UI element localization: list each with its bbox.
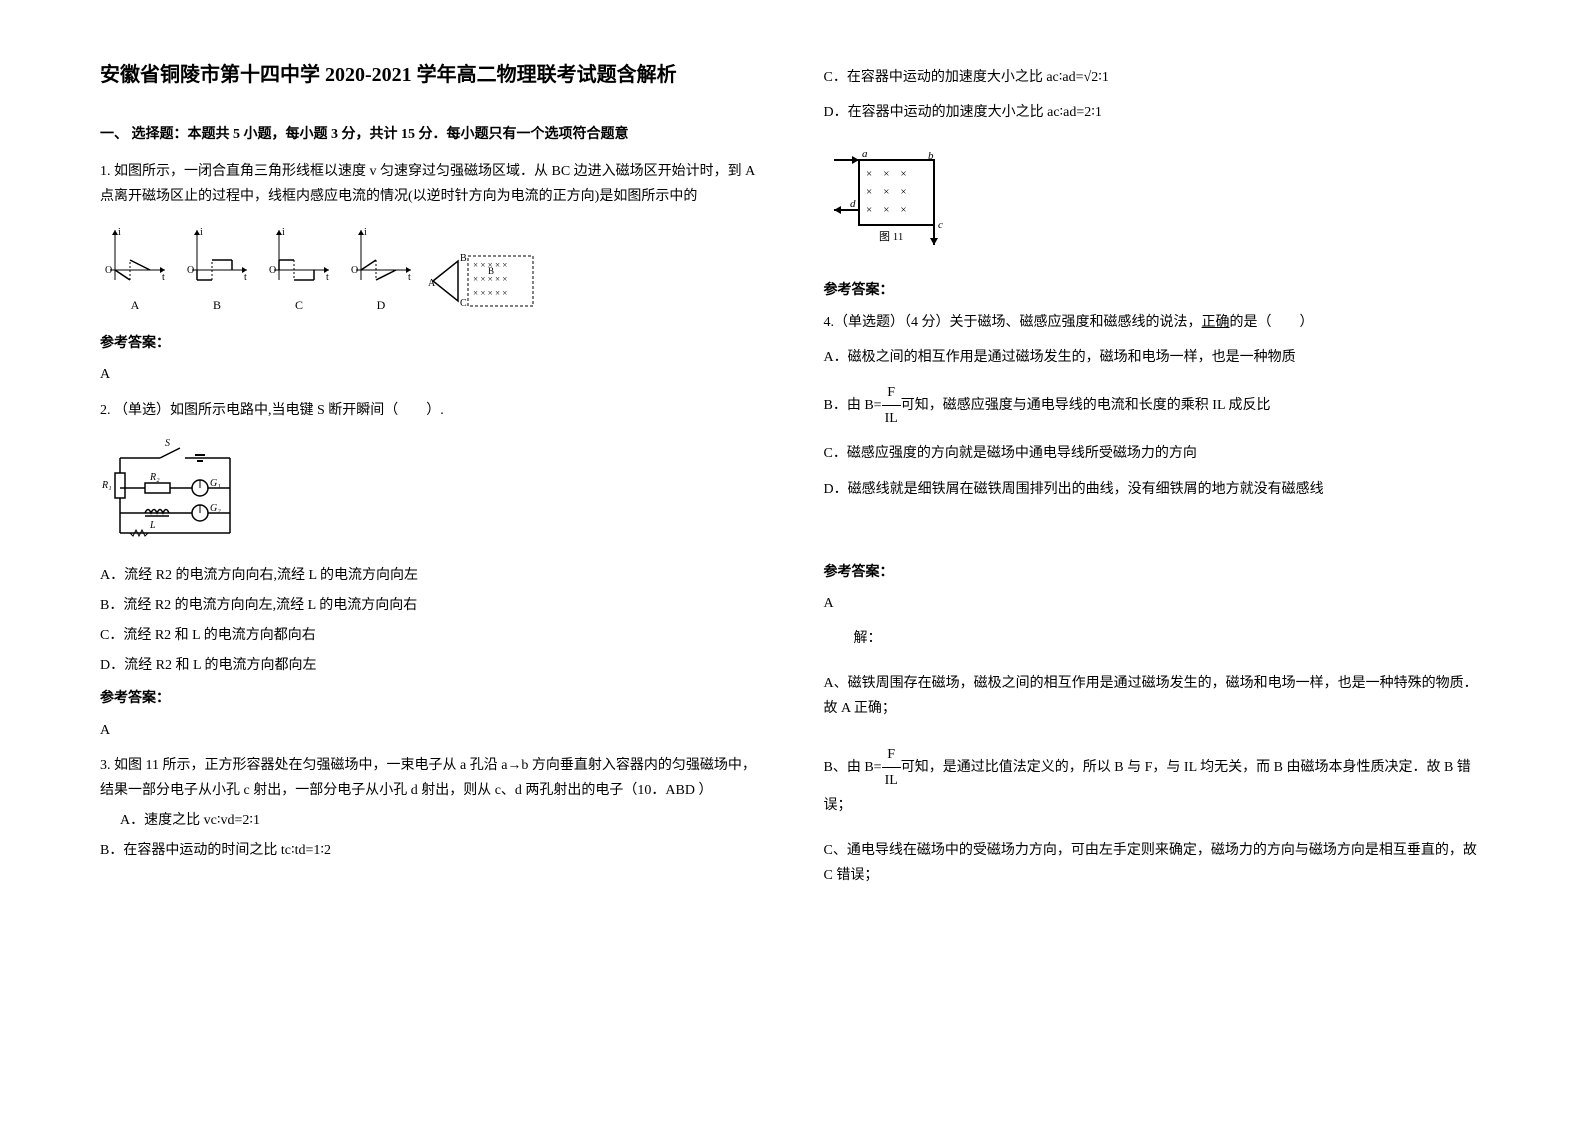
q3-figure: × × × × × × × × × a b d c 图 11 bbox=[824, 145, 1488, 255]
q1-text: 1. 如图所示，一闭合直角三角形线框以速度 v 匀速穿过匀强磁场区域．从 BC … bbox=[100, 159, 764, 209]
svg-text:R₂: R₂ bbox=[149, 472, 160, 483]
svg-text:C: C bbox=[460, 298, 467, 309]
q2-text: 2. （单选）如图所示电路中,当电键 S 断开瞬间（ ）. bbox=[100, 398, 764, 423]
svg-text:B: B bbox=[488, 266, 494, 276]
svg-text:i: i bbox=[118, 227, 121, 238]
sqrt-2: √2 bbox=[1084, 70, 1099, 85]
fraction-f-il: FIL bbox=[882, 380, 901, 431]
svg-text:t: t bbox=[326, 272, 329, 283]
q2-answer-label: 参考答案： bbox=[100, 686, 764, 711]
svg-text:A: A bbox=[428, 278, 436, 289]
q4-option-a: A．磁极之间的相互作用是通过磁场发生的，磁场和电场一样，也是一种物质 bbox=[824, 345, 1488, 370]
q4-explain-c: C、通电导线在磁场中的受磁场力方向，可由左手定则来确定，磁场力的方向与磁场方向是… bbox=[824, 838, 1488, 888]
svg-text:G₁: G₁ bbox=[210, 478, 221, 489]
q4-text: 4.（单选题）（4 分）关于磁场、磁感应强度和磁感线的说法，正确的是（ ） bbox=[824, 310, 1488, 335]
q2-option-b: B．流经 R2 的电流方向向左,流经 L 的电流方向向右 bbox=[100, 593, 764, 618]
svg-text:i: i bbox=[364, 227, 367, 238]
svg-text:t: t bbox=[408, 272, 411, 283]
svg-text:L: L bbox=[149, 520, 156, 531]
q2-option-a: A．流经 R2 的电流方向向右,流经 L 的电流方向向左 bbox=[100, 563, 764, 588]
svg-text:t: t bbox=[162, 272, 165, 283]
svg-text:i: i bbox=[282, 227, 285, 238]
section-1-header: 一、 选择题：本题共 5 小题，每小题 3 分，共计 15 分．每小题只有一个选… bbox=[100, 122, 764, 147]
q1-graph-a: O t i A bbox=[100, 225, 170, 317]
svg-text:× × ×: × × × bbox=[866, 168, 907, 180]
svg-text:× × ×: × × × bbox=[866, 204, 907, 216]
q3-option-d: D．在容器中运动的加速度大小之比 ac∶ad=2∶1 bbox=[824, 100, 1488, 125]
svg-text:图 11: 图 11 bbox=[879, 230, 903, 243]
q4-option-d: D．磁感线就是细铁屑在磁铁周围排列出的曲线，没有细铁屑的地方就没有磁感线 bbox=[824, 477, 1488, 502]
svg-text:× × ×: × × × bbox=[866, 186, 907, 198]
left-column: 安徽省铜陵市第十四中学 2020-2021 学年高二物理联考试题含解析 一、 选… bbox=[100, 60, 764, 1062]
q4-explain-label: 解： bbox=[854, 626, 1488, 651]
right-column: C．在容器中运动的加速度大小之比 ac∶ad=√2∶1 D．在容器中运动的加速度… bbox=[824, 60, 1488, 1062]
question-2: 2. （单选）如图所示电路中,当电键 S 断开瞬间（ ）. S R₁ R₂ bbox=[100, 398, 764, 743]
q4-answer-label: 参考答案： bbox=[824, 560, 1488, 585]
question-1: 1. 如图所示，一闭合直角三角形线框以速度 v 匀速穿过匀强磁场区域．从 BC … bbox=[100, 159, 764, 387]
svg-text:a: a bbox=[862, 148, 868, 160]
exam-title: 安徽省铜陵市第十四中学 2020-2021 学年高二物理联考试题含解析 bbox=[100, 60, 764, 90]
q3-option-c: C．在容器中运动的加速度大小之比 ac∶ad=√2∶1 bbox=[824, 65, 1488, 90]
q2-option-d: D．流经 R2 和 L 的电流方向都向左 bbox=[100, 653, 764, 678]
q4-option-b: B．由 B=FIL可知，磁感应强度与通电导线的电流和长度的乘积 IL 成反比 bbox=[824, 380, 1488, 431]
q3-option-a: A．速度之比 vc∶vd=2∶1 bbox=[120, 808, 764, 833]
q1-triangle-diagram: × × × × × × × × × × × × × × × B A B C bbox=[428, 246, 538, 316]
q2-answer: A bbox=[100, 718, 764, 743]
q1-graph-d: O t i D bbox=[346, 225, 416, 317]
q4-answer: A bbox=[824, 591, 1488, 616]
q1-answer: A bbox=[100, 362, 764, 387]
svg-text:O: O bbox=[269, 265, 276, 276]
svg-text:O: O bbox=[351, 265, 358, 276]
svg-text:i: i bbox=[200, 227, 203, 238]
svg-text:G₂: G₂ bbox=[210, 503, 221, 514]
question-3: 3. 如图 11 所示，正方形容器处在匀强磁场中，一束电子从 a 孔沿 a→b … bbox=[100, 753, 764, 869]
q3-text: 3. 如图 11 所示，正方形容器处在匀强磁场中，一束电子从 a 孔沿 a→b … bbox=[100, 753, 764, 803]
q4-option-c: C．磁感应强度的方向就是磁场中通电导线所受磁场力的方向 bbox=[824, 441, 1488, 466]
svg-text:B: B bbox=[460, 253, 467, 264]
svg-text:t: t bbox=[244, 272, 247, 283]
q2-circuit: S R₁ R₂ G₁ L bbox=[100, 438, 764, 548]
svg-text:R₁: R₁ bbox=[101, 480, 112, 491]
svg-text:c: c bbox=[938, 219, 943, 231]
q4-explain-a: A、磁铁周围存在磁场，磁极之间的相互作用是通过磁场发生的，磁场和电场一样，也是一… bbox=[824, 671, 1488, 721]
svg-text:d: d bbox=[850, 198, 856, 210]
svg-text:O: O bbox=[187, 265, 194, 276]
q1-graphs: O t i A O t i bbox=[100, 225, 764, 317]
svg-text:O: O bbox=[105, 265, 112, 276]
q2-option-c: C．流经 R2 和 L 的电流方向都向右 bbox=[100, 623, 764, 648]
svg-text:× × × × ×: × × × × × bbox=[473, 288, 507, 298]
q1-graph-c: O t i C bbox=[264, 225, 334, 317]
fraction-f-il-2: FIL bbox=[882, 742, 901, 793]
svg-text:b: b bbox=[928, 150, 934, 162]
q4-explain-b: B、由 B=FIL可知，是通过比值法定义的，所以 B 与 F，与 IL 均无关，… bbox=[824, 742, 1488, 819]
q3-answer-label: 参考答案： bbox=[824, 278, 1488, 303]
q1-answer-label: 参考答案： bbox=[100, 331, 764, 356]
question-4: 4.（单选题）（4 分）关于磁场、磁感应强度和磁感线的说法，正确的是（ ） A．… bbox=[824, 310, 1488, 512]
q3-option-b: B．在容器中运动的时间之比 tc∶td=1∶2 bbox=[100, 838, 764, 863]
q1-graph-b: O t i B bbox=[182, 225, 252, 317]
svg-text:S: S bbox=[165, 438, 170, 449]
